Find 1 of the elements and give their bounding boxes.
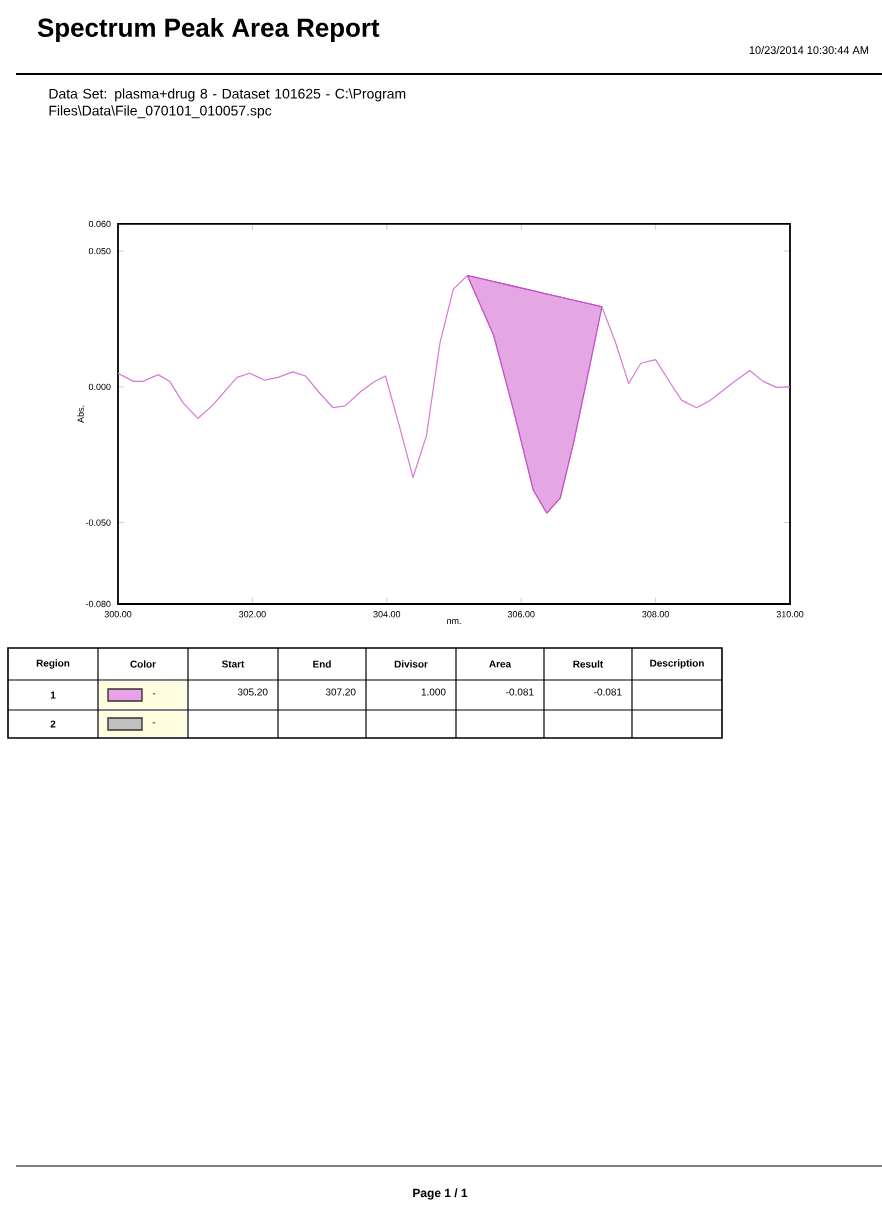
chart-title: Spectrum Peak Area Report [37, 17, 379, 43]
